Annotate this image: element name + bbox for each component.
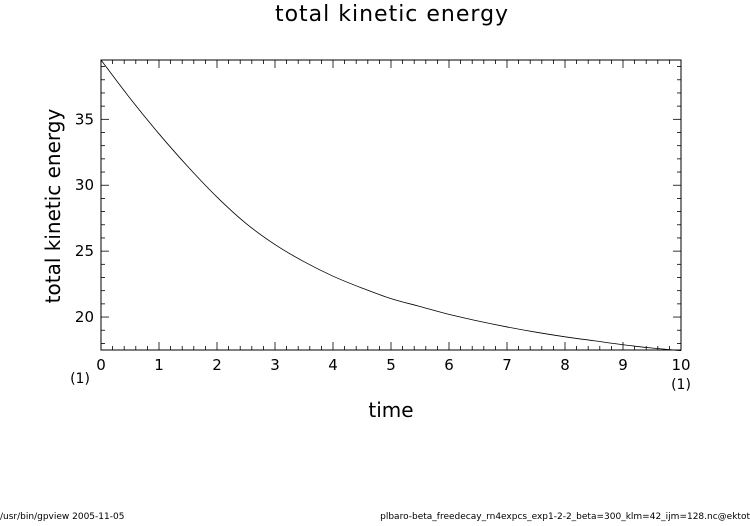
axis-ticks xyxy=(100,60,682,350)
y-axis-label: total kinetic energy xyxy=(41,109,65,304)
y-tick-label: 20 xyxy=(75,308,94,326)
x-tick-label: 8 xyxy=(560,356,570,374)
chart-title: total kinetic energy xyxy=(275,2,509,27)
x-tick-label: 3 xyxy=(270,356,280,374)
y-tick-label: 35 xyxy=(75,110,94,128)
x-tick-label: 5 xyxy=(386,356,396,374)
x-tick-label: 2 xyxy=(212,356,222,374)
y-tick-label: 30 xyxy=(75,176,94,194)
series-line xyxy=(100,59,682,352)
footer-left-text: /usr/bin/gpview 2005-11-05 xyxy=(0,512,125,522)
x-axis-label: time xyxy=(368,398,413,422)
x-tick-label: 1 xyxy=(154,356,164,374)
x-tick-label: 9 xyxy=(618,356,628,374)
plot-frame xyxy=(100,59,682,351)
footer-right-text: plbaro-beta_freedecay_rn4expcs_exp1-2-2_… xyxy=(380,512,750,522)
x-tick-label: 4 xyxy=(328,356,338,374)
x-tick-label: 10 xyxy=(671,356,690,374)
axis-tick-labels: 0 1 2 3 4 5 6 7 8 9 10 20 25 30 35 xyxy=(75,110,691,374)
x-unit-right: (1) xyxy=(671,377,691,393)
x-unit-left: (1) xyxy=(70,371,90,387)
x-tick-label: 7 xyxy=(502,356,512,374)
x-tick-label: 6 xyxy=(444,356,454,374)
y-tick-label: 25 xyxy=(75,242,94,260)
x-tick-label: 0 xyxy=(96,356,106,374)
